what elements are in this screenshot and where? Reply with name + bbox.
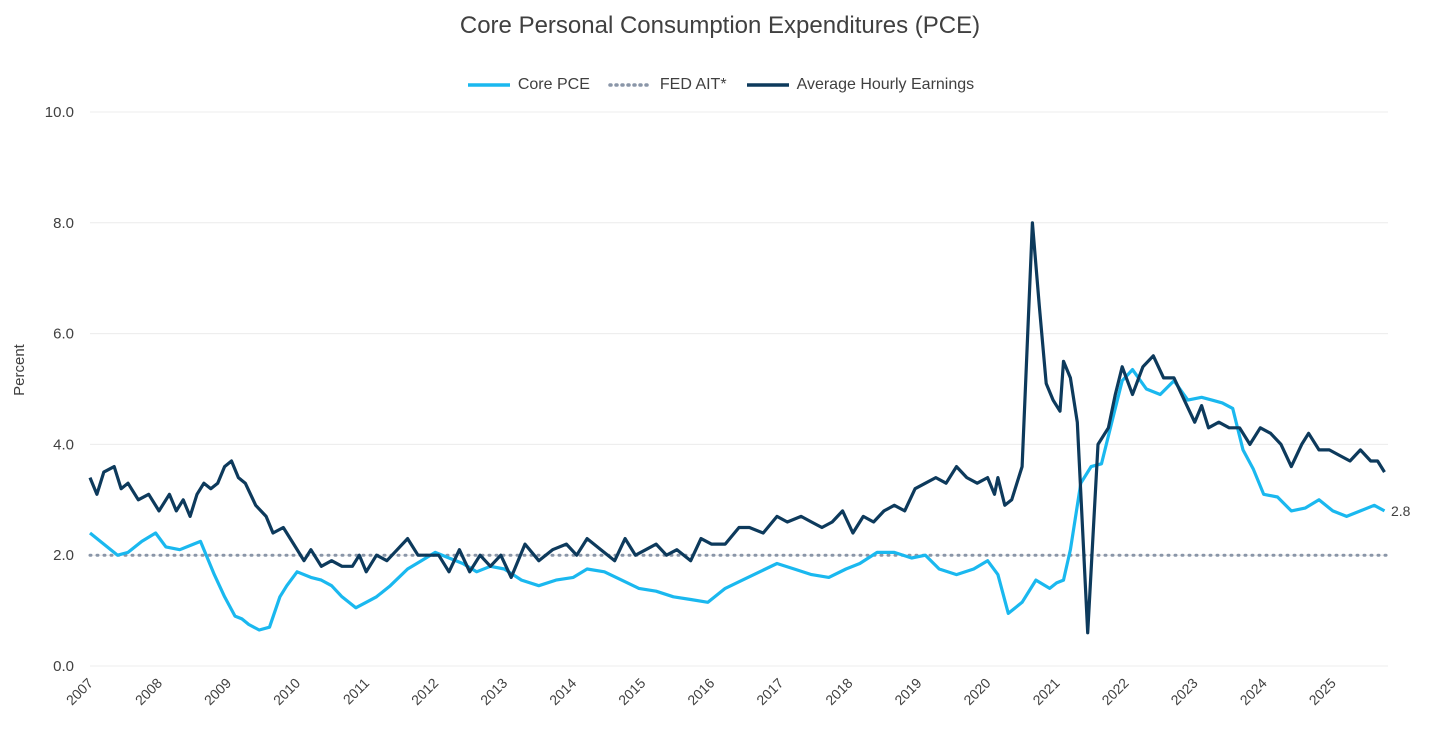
x-tick-label: 2017 bbox=[753, 675, 786, 708]
legend-item-ahe: Average Hourly Earnings bbox=[745, 76, 975, 94]
x-tick-label: 2023 bbox=[1167, 675, 1200, 708]
y-tick-label: 0.0 bbox=[53, 658, 74, 675]
x-tick-label: 2011 bbox=[340, 675, 373, 708]
x-tick-label: 2016 bbox=[684, 675, 717, 708]
line-core-pce bbox=[88, 368, 1386, 632]
legend-item-fed-ait: FED AIT* bbox=[608, 76, 727, 94]
legend-label-fed-ait: FED AIT* bbox=[659, 76, 727, 93]
x-tick-label: 2015 bbox=[615, 675, 648, 708]
legend-swatch-ahe bbox=[746, 83, 789, 87]
legend-label-ahe: Average Hourly Earnings bbox=[796, 76, 975, 93]
x-tick-label: 2022 bbox=[1098, 675, 1131, 708]
legend-label-core-pce: Core PCE bbox=[517, 76, 590, 93]
x-tick-label: 2019 bbox=[891, 675, 924, 708]
y-tick-label: 10.0 bbox=[45, 104, 74, 121]
x-tick-label: 2020 bbox=[960, 675, 993, 708]
x-tick-label: 2007 bbox=[63, 675, 96, 708]
y-tick-label: 4.0 bbox=[53, 436, 74, 453]
y-axis-label: Percent bbox=[11, 343, 28, 396]
x-tick-label: 2024 bbox=[1237, 675, 1270, 708]
x-tick-label: 2012 bbox=[408, 675, 441, 708]
legend: Core PCE FED AIT* Average Hourly Earning… bbox=[0, 76, 1440, 94]
line-average-hourly-earnings bbox=[88, 221, 1386, 635]
chart-title: Core Personal Consumption Expenditures (… bbox=[459, 12, 981, 39]
end-value-label: 2.8 bbox=[1391, 503, 1411, 519]
x-tick-label: 2009 bbox=[201, 675, 234, 708]
legend-item-core-pce: Core PCE bbox=[466, 76, 590, 94]
x-tick-label: 2010 bbox=[270, 675, 303, 708]
y-tick-label: 2.0 bbox=[53, 547, 74, 564]
y-tick-label: 8.0 bbox=[53, 215, 74, 232]
legend-swatch-fed-ait bbox=[608, 83, 654, 87]
x-tick-label: 2021 bbox=[1029, 675, 1062, 708]
x-tick-label: 2008 bbox=[132, 675, 165, 708]
legend-swatch-core-pce bbox=[467, 83, 510, 87]
y-tick-label: 6.0 bbox=[53, 326, 74, 343]
x-tick-label: 2018 bbox=[822, 675, 855, 708]
x-tick-label: 2014 bbox=[546, 675, 579, 708]
x-tick-label: 2025 bbox=[1306, 675, 1339, 708]
x-tick-label: 2013 bbox=[477, 675, 510, 708]
